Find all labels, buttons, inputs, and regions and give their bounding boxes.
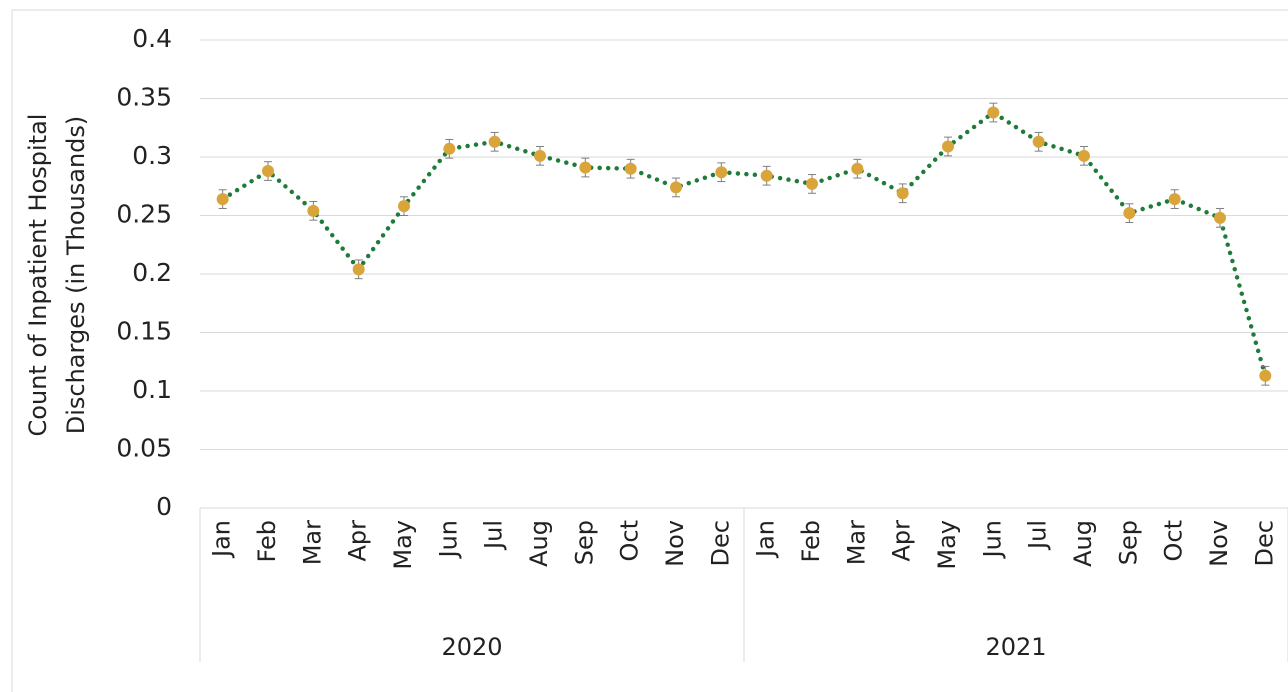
x-tick-label: Jun [434,520,462,560]
y-tick-label: 0 [156,492,172,521]
point-marker [443,142,456,155]
x-tick-label: Sep [570,520,598,565]
point-marker [624,162,637,175]
x-tick-label: Jan [752,520,780,559]
x-tick-label: May [933,520,961,570]
point-marker [896,187,909,200]
x-tick-label: Jun [978,520,1006,560]
y-tick-label: 0.4 [132,24,172,53]
point-marker [987,106,1000,119]
point-marker [307,204,320,217]
point-marker [851,162,864,175]
point-marker [216,193,229,206]
point-marker [488,135,501,148]
y-tick-label: 0.25 [116,200,172,229]
y-tick-label: 0.1 [132,375,172,404]
point-marker [670,181,682,194]
point-marker [1168,193,1181,206]
point-marker [1214,211,1226,224]
x-tick-label: Feb [253,520,281,563]
point-marker [715,166,728,179]
point-marker [1032,135,1045,148]
x-tick-label: Oct [1160,520,1188,562]
x-tick-label: Mar [298,520,326,565]
point-marker [262,165,274,178]
y-axis-title: Count of Inpatient Hospital Discharges (… [24,114,90,437]
x-tick-label: Nov [661,520,689,567]
x-tick-label: Apr [888,520,916,562]
x-tick-label: Aug [1069,520,1097,567]
y-tick-label: 0.35 [116,83,172,112]
point-marker [398,200,410,213]
series-line [220,109,1268,379]
y-axis-title-line: Count of Inpatient Hospital [24,114,52,437]
point-marker [352,263,365,276]
x-tick-label: Aug [525,520,553,567]
x-tick-label: Jul [480,520,508,551]
chart-frame [11,9,1288,692]
y-tick-label: 0.2 [132,258,172,287]
x-tick-label: Oct [616,520,644,562]
point-marker [579,161,592,174]
x-tick-label: Mar [842,520,870,565]
x-tick-label: Jan [208,520,236,559]
x-tick-label: Sep [1114,520,1142,565]
point-marker [942,140,954,153]
x-tick-label: Dec [706,520,734,566]
point-marker [1123,207,1136,220]
x-tick-label: Jul [1024,520,1052,551]
group-label: 2020 [441,633,502,661]
point-marker [1078,149,1090,162]
point-marker [534,149,546,162]
x-tick-label: Dec [1250,520,1278,566]
y-tick-label: 0.15 [116,317,172,346]
x-tick-label: Feb [797,520,825,563]
x-tick-label: Nov [1205,520,1233,567]
group-label: 2021 [985,633,1046,661]
x-tick-label: Apr [344,520,372,562]
y-tick-label: 0.3 [132,141,172,170]
point-marker [806,177,818,190]
y-axis-title-line: Discharges (in Thousands) [62,116,90,435]
y-tick-label: 0.05 [116,434,172,463]
point-marker [1259,369,1272,382]
point-marker [760,169,773,182]
x-tick-label: May [389,520,417,570]
